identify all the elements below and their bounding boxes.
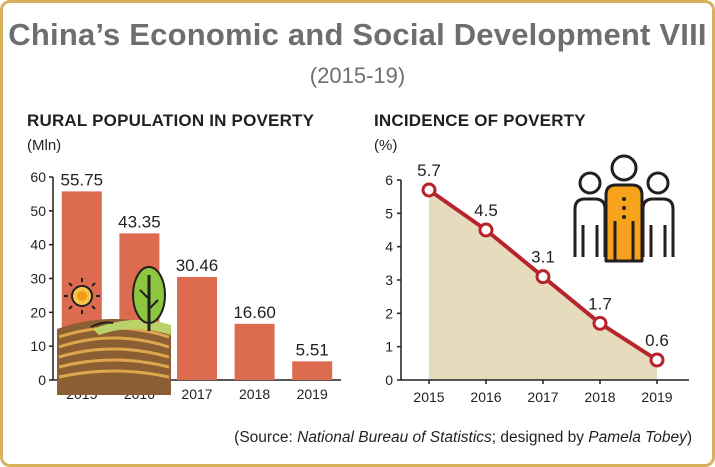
bar <box>234 323 275 380</box>
x-tick-label: 2015 <box>413 389 444 405</box>
x-tick-label: 2019 <box>641 389 672 405</box>
bar-chart-title: RURAL POPULATION IN POVERTY <box>27 111 315 130</box>
poverty-incidence-line-chart: 0 1 2 3 4 5 6 2015 2016 2017 2018 2019 5.7 4.5 3.1 1.7 0… <box>385 161 689 405</box>
y-tick-label: 50 <box>30 203 46 219</box>
x-tick-label: 2016 <box>470 389 501 405</box>
source-suffix: ) <box>686 429 692 446</box>
charts-canvas: 010203040506055.75201543.35201630.462017… <box>30 154 689 405</box>
y-tick-label: 4 <box>385 239 393 255</box>
y-tick-label: 3 <box>385 272 393 288</box>
source-name: National Bureau of Statistics <box>297 429 492 446</box>
data-label: 55.75 <box>61 170 104 189</box>
data-label: 0.6 <box>645 331 669 350</box>
tree-icon <box>132 266 166 331</box>
field-icon <box>57 319 171 395</box>
x-tick-label: 2017 <box>181 386 212 402</box>
data-point <box>592 315 608 331</box>
y-tick-label: 6 <box>385 172 393 188</box>
source-middle: ; designed by <box>491 429 589 446</box>
y-tick-label: 60 <box>30 169 46 185</box>
x-tick-label: 2019 <box>297 386 328 402</box>
data-point <box>478 222 494 238</box>
bar <box>292 361 333 380</box>
data-label: 3.1 <box>531 248 555 267</box>
sun-icon <box>64 278 100 314</box>
x-tick-label: 2018 <box>584 389 615 405</box>
y-tick-label: 0 <box>38 372 46 388</box>
data-point <box>649 352 665 368</box>
bar-chart-unit: (Mln) <box>27 137 62 154</box>
x-tick-label: 2017 <box>527 389 558 405</box>
infographic-subtitle: (2015-19) <box>309 63 406 88</box>
bar <box>177 276 217 380</box>
line-chart-unit: (%) <box>374 137 398 154</box>
y-tick-label: 40 <box>30 237 46 253</box>
y-tick-label: 1 <box>385 339 393 355</box>
infographic-title: China’s Economic and Social Development … <box>8 17 707 52</box>
y-tick-label: 20 <box>30 304 46 320</box>
source-note: (Source: National Bureau of Statistics; … <box>234 429 692 447</box>
data-point <box>421 182 437 198</box>
data-label: 43.35 <box>118 212 161 231</box>
data-label: 4.5 <box>474 201 498 220</box>
y-tick-label: 0 <box>385 372 393 388</box>
y-tick-label: 2 <box>385 305 393 321</box>
data-label: 16.60 <box>233 303 276 322</box>
source-prefix: (Source: <box>234 429 298 446</box>
data-label: 30.46 <box>176 256 219 275</box>
data-label: 5.51 <box>296 340 329 359</box>
y-tick-label: 5 <box>385 205 393 221</box>
line-chart-title: INCIDENCE OF POVERTY <box>374 111 586 130</box>
source-author: Pamela Tobey <box>588 429 687 446</box>
y-tick-label: 30 <box>30 271 46 287</box>
data-label: 5.7 <box>417 161 441 180</box>
people-icon <box>573 154 675 263</box>
y-tick-label: 10 <box>30 338 46 354</box>
data-label: 1.7 <box>588 294 612 313</box>
rural-illustration <box>57 266 171 395</box>
data-point <box>535 269 551 285</box>
x-tick-label: 2018 <box>239 386 270 402</box>
